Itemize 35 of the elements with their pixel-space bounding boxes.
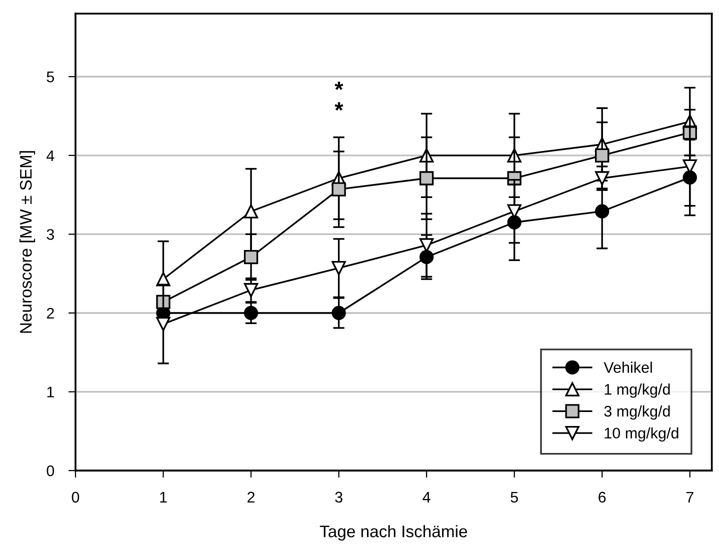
y-tick-label: 5	[46, 72, 54, 82]
x-tick-label: 4	[422, 492, 430, 502]
point	[244, 250, 258, 264]
y-tick-label: 4	[46, 150, 54, 161]
point	[244, 283, 258, 298]
point	[332, 306, 346, 320]
legend-label: 1 mg/kg/d	[604, 384, 670, 398]
x-tick-label: 0	[72, 492, 80, 503]
y-tick-label: 1	[47, 386, 54, 398]
y-tick-label: 0	[46, 465, 54, 476]
point	[332, 182, 346, 196]
x-tick-label: 2	[248, 492, 255, 502]
point	[595, 148, 610, 162]
point	[244, 306, 258, 320]
legend-label: 3 mg/kg/d	[604, 405, 670, 420]
point	[595, 171, 610, 186]
x-tick-label: 6	[598, 492, 606, 503]
point	[419, 171, 434, 186]
legend-label: 10 mg/kg/d	[604, 427, 678, 442]
point	[244, 204, 258, 218]
x-tick-label: 7	[686, 492, 694, 502]
point	[156, 316, 170, 332]
annotation: *	[334, 102, 344, 111]
x-tick-label: 3	[335, 492, 342, 503]
point	[595, 204, 610, 218]
x-tick-label: 5	[510, 492, 518, 503]
y-axis-title: Neuroscore [MW ± SEM]	[20, 151, 36, 333]
legend-label: Vehikel	[604, 362, 652, 373]
annotation: *	[334, 82, 344, 90]
point	[332, 260, 346, 276]
y-tick-label: 3	[46, 229, 54, 240]
point	[419, 238, 434, 252]
x-tick-label: 1	[160, 492, 167, 502]
x-axis-title: Tage nach Ischämie	[320, 525, 468, 541]
y-tick-label: 2	[46, 308, 54, 319]
